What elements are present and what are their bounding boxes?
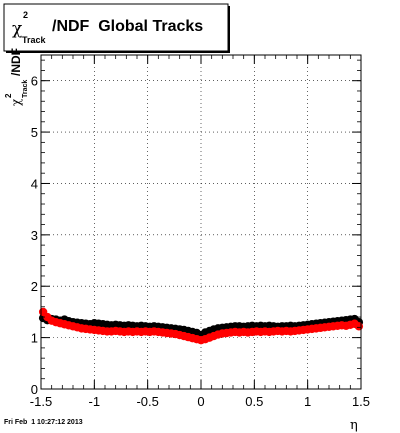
y-tick-label: 0 (31, 382, 38, 397)
y-tick-label: 2 (31, 279, 38, 294)
ylabel-symbol: χ (9, 98, 23, 106)
red-data-point (354, 322, 364, 331)
y-tick-label: 6 (31, 74, 38, 89)
x-tick-label: 0 (197, 394, 204, 409)
x-tick-label: 1 (304, 394, 311, 409)
x-axis-label: η (350, 418, 358, 433)
y-tick-label: 5 (31, 125, 38, 140)
title-subscript: Track (22, 35, 47, 45)
y-tick-label: 4 (31, 176, 38, 191)
title-superscript: 2 (23, 10, 28, 20)
y-tick-label: 3 (31, 228, 38, 243)
x-tick-label: -1 (89, 394, 101, 409)
title-symbol: χ (12, 19, 22, 39)
timestamp-footer: Fri Feb 1 10:27:12 2013 (4, 419, 83, 426)
data-points (38, 307, 364, 345)
title-box-shadow (228, 6, 230, 53)
ylabel-rest: /NDF (9, 48, 23, 76)
ylabel-subscript: Track (22, 80, 29, 98)
axes (40, 54, 362, 390)
x-tick-label: 0.5 (245, 394, 263, 409)
chart-title: /NDF Global Tracks (52, 18, 203, 35)
ylabel-superscript: 2 (4, 93, 13, 98)
x-tick-label: -1.5 (30, 394, 52, 409)
y-tick-label: 1 (31, 331, 38, 346)
title-box-shadow-bottom (6, 51, 230, 53)
tick-labels: -1.5 -1 -0.5 0 0.5 1 1.5 0 1 2 3 4 5 6 (30, 74, 370, 409)
x-tick-label: -0.5 (136, 394, 158, 409)
x-tick-label: 1.5 (352, 394, 370, 409)
y-axis-label: χ 2 Track /NDF (4, 48, 29, 106)
